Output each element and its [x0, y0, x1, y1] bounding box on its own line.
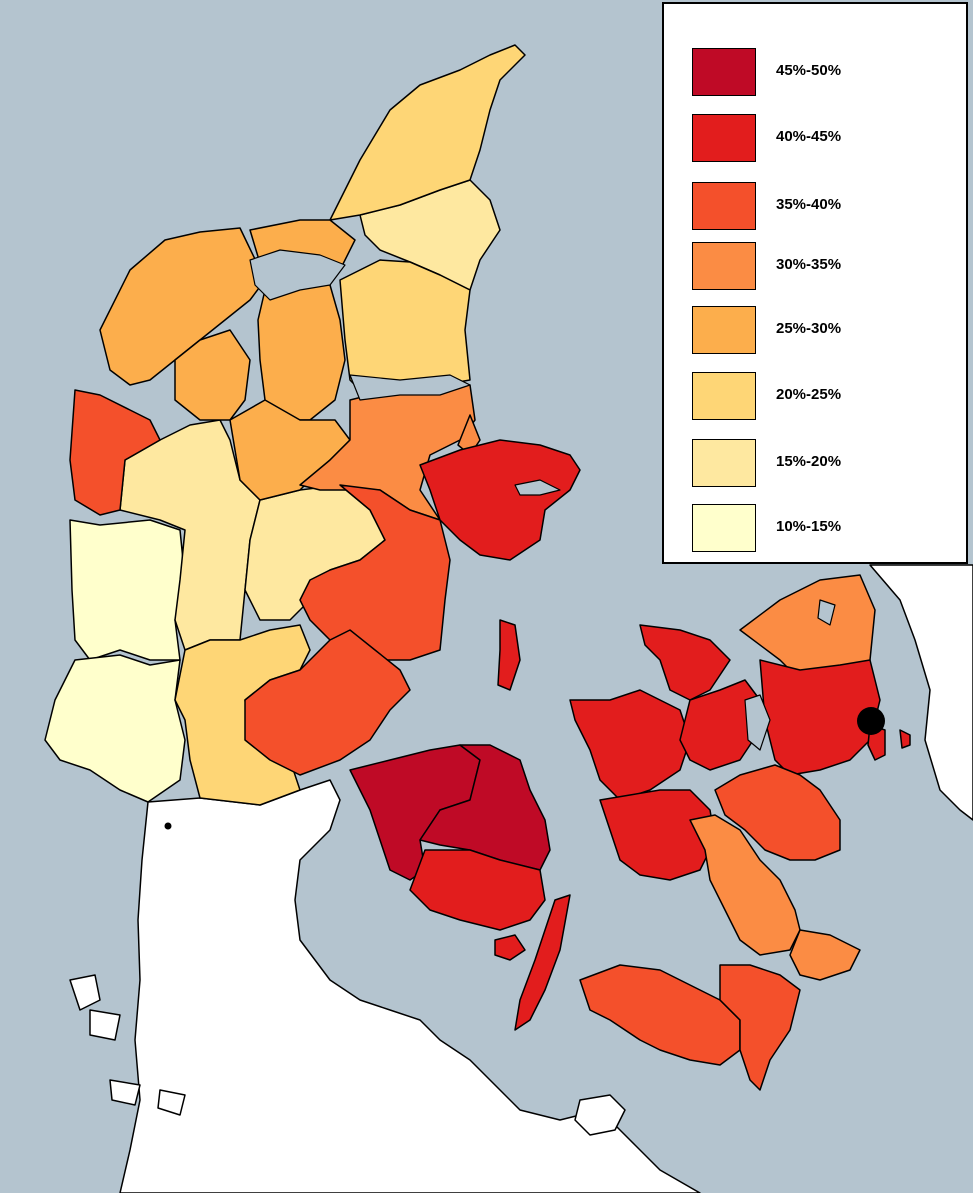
- legend-swatch: [692, 372, 756, 420]
- region-lolland: [579, 964, 741, 1066]
- frisian-island-3: [109, 1079, 141, 1106]
- region-north-jutland-tip: [329, 44, 526, 221]
- legend: 45%-50% 40%-45% 35%-40% 30%-35% 25%-30% …: [662, 2, 968, 564]
- small-dot-marker: [164, 822, 172, 830]
- region-west-jutland-south: [44, 654, 186, 803]
- legend-swatch: [692, 182, 756, 230]
- legend-swatch: [692, 306, 756, 354]
- legend-label: 40%-45%: [776, 128, 842, 145]
- legend-swatch: [692, 504, 756, 552]
- frisian-island-1: [69, 974, 101, 1011]
- legend-item-15-20: 15%-20%: [692, 439, 962, 493]
- legend-swatch: [692, 114, 756, 162]
- legend-label: 25%-30%: [776, 320, 842, 337]
- legend-item-45-50: 45%-50%: [692, 48, 962, 102]
- region-aero: [494, 934, 526, 961]
- copenhagen-marker: [857, 707, 885, 735]
- region-funen-south: [409, 849, 546, 931]
- mariager-fjord: [349, 374, 471, 401]
- limfjord-inlet: [249, 249, 346, 301]
- region-skive: [174, 329, 251, 421]
- legend-swatch: [692, 439, 756, 487]
- region-roskilde-koge: [714, 764, 841, 861]
- region-west-jutland-north: [69, 519, 186, 661]
- region-central-jutland-west: [119, 419, 261, 651]
- region-falster: [719, 964, 801, 1091]
- legend-item-10-15: 10%-15%: [692, 504, 962, 558]
- sweden-land: [869, 564, 973, 821]
- legend-label: 15%-20%: [776, 453, 842, 470]
- region-saltholm: [899, 729, 911, 749]
- region-north-zealand: [759, 659, 881, 776]
- kalo-vig: [514, 479, 561, 496]
- frisian-island-4: [157, 1089, 186, 1116]
- legend-item-20-25: 20%-25%: [692, 372, 962, 426]
- north-zealand-lake: [817, 599, 836, 626]
- region-holbaek: [679, 679, 761, 771]
- legend-item-35-40: 35%-40%: [692, 182, 962, 236]
- region-west-coast-ringkobing: [69, 389, 161, 516]
- region-djursland: [419, 439, 581, 561]
- region-thy: [99, 227, 266, 386]
- region-odsherred: [639, 624, 731, 701]
- region-viborg: [257, 279, 346, 421]
- legend-swatch: [692, 48, 756, 96]
- region-vejle-kolding: [244, 629, 411, 776]
- legend-label: 35%-40%: [776, 196, 842, 213]
- region-langeland: [514, 894, 571, 1031]
- legend-item-25-30: 25%-30%: [692, 306, 962, 360]
- region-stevns-mon: [789, 929, 861, 981]
- legend-label: 20%-25%: [776, 386, 842, 403]
- isefjord: [744, 694, 771, 751]
- fehmarn-island: [574, 1094, 626, 1136]
- legend-label: 45%-50%: [776, 62, 842, 79]
- legend-swatch: [692, 242, 756, 290]
- region-himmerland: [339, 259, 471, 401]
- legend-label: 30%-35%: [776, 256, 842, 273]
- region-kalundborg: [569, 689, 691, 801]
- region-naestved-vordingborg: [689, 814, 801, 956]
- region-samso: [497, 619, 521, 691]
- legend-item-30-35: 30%-35%: [692, 242, 962, 296]
- frisian-island-2: [89, 1009, 121, 1041]
- legend-item-40-45: 40%-45%: [692, 114, 962, 168]
- germany-land: [119, 779, 701, 1193]
- legend-label: 10%-15%: [776, 518, 842, 535]
